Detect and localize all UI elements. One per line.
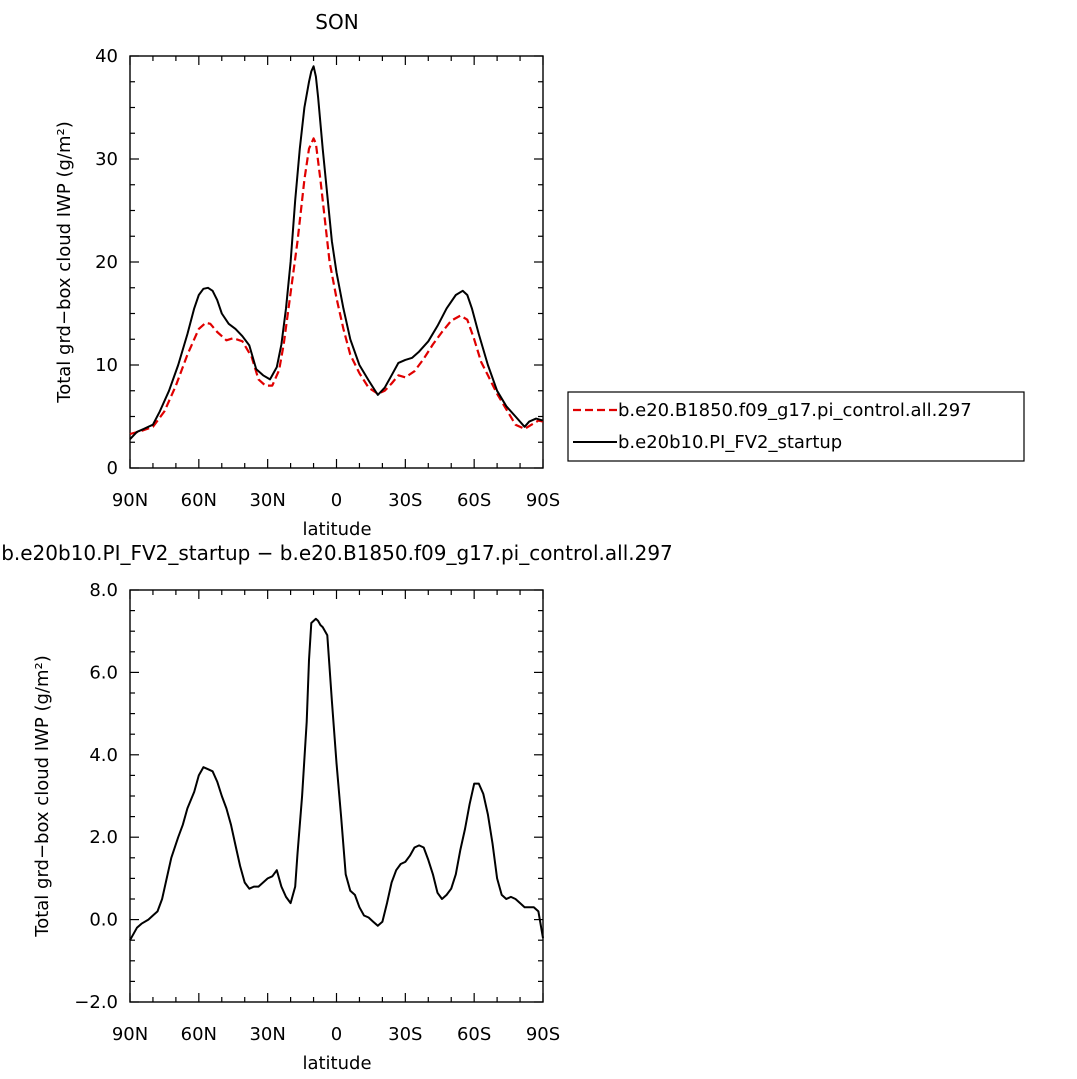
series-line-0 (129, 617, 544, 941)
y-tick-label: 8.0 (89, 580, 118, 601)
y-axis-label: Total grd−box cloud IWP (g/m²) (54, 121, 75, 403)
legend-label-startup: b.e20b10.PI_FV2_startup (618, 432, 842, 453)
chart-title-difference: b.e20b10.PI_FV2_startup − b.e20.B1850.f0… (1, 541, 673, 565)
y-tick-label: 4.0 (89, 745, 118, 766)
legend-item-control: b.e20.B1850.f09_g17.pi_control.all.297 (573, 400, 972, 421)
legend-box (567, 391, 1025, 462)
x-tick-label: 30N (249, 1024, 285, 1045)
y-tick-label: 6.0 (89, 662, 118, 683)
series-line-1 (129, 65, 544, 440)
y-axis-label-difference: Total grd−box cloud IWP (g/m²) (32, 655, 53, 937)
plot-area: 90N 60N 30N 0 30S 60S 90S 0 10 20 30 40 (95, 46, 560, 511)
legend-label-control: b.e20.B1850.f09_g17.pi_control.all.297 (618, 400, 972, 421)
legend: b.e20.B1850.f09_g17.pi_control.all.297 b… (567, 391, 1025, 462)
y-tick-label: 0 (107, 458, 118, 479)
y-tick-label: 10 (95, 355, 118, 376)
y-tick-label: 30 (95, 149, 118, 170)
x-tick-label: 60S (457, 490, 491, 511)
plot-frame (129, 55, 544, 469)
x-tick-label: 0 (331, 1024, 342, 1045)
top-panel: SON 90N 60N 30N 0 30S 60S 90S 0 10 20 30 40 latitud… (54, 10, 1025, 540)
bottom-panel: b.e20b10.PI_FV2_startup − b.e20.B1850.f0… (1, 541, 673, 1074)
x-tick-label: 30N (249, 490, 285, 511)
x-tick-label: 60N (181, 1024, 217, 1045)
chart-title: SON (315, 10, 358, 34)
x-tick-label: 90N (112, 490, 148, 511)
x-tick-label: 90S (526, 490, 560, 511)
series-line-0 (129, 137, 544, 436)
y-tick-label: 0.0 (89, 910, 118, 931)
y-tick-label: 40 (95, 46, 118, 67)
x-axis-label-difference: latitude (302, 1053, 371, 1074)
plot-area-difference: 90N 60N 30N 0 30S 60S 90S −2.0 0.0 2.0 4.0 6.0 8.0 (74, 580, 560, 1045)
x-tick-label: 30S (388, 490, 422, 511)
y-tick-label: 2.0 (89, 827, 118, 848)
y-tick-label: 20 (95, 252, 118, 273)
x-axis-label: latitude (302, 519, 371, 540)
x-tick-label: 30S (388, 1024, 422, 1045)
y-tick-label: −2.0 (74, 992, 118, 1013)
x-tick-label: 0 (331, 490, 342, 511)
x-tick-label: 90S (526, 1024, 560, 1045)
x-tick-label: 90N (112, 1024, 148, 1045)
legend-item-startup: b.e20b10.PI_FV2_startup (573, 432, 842, 453)
x-tick-label: 60S (457, 1024, 491, 1045)
x-tick-label: 60N (181, 490, 217, 511)
